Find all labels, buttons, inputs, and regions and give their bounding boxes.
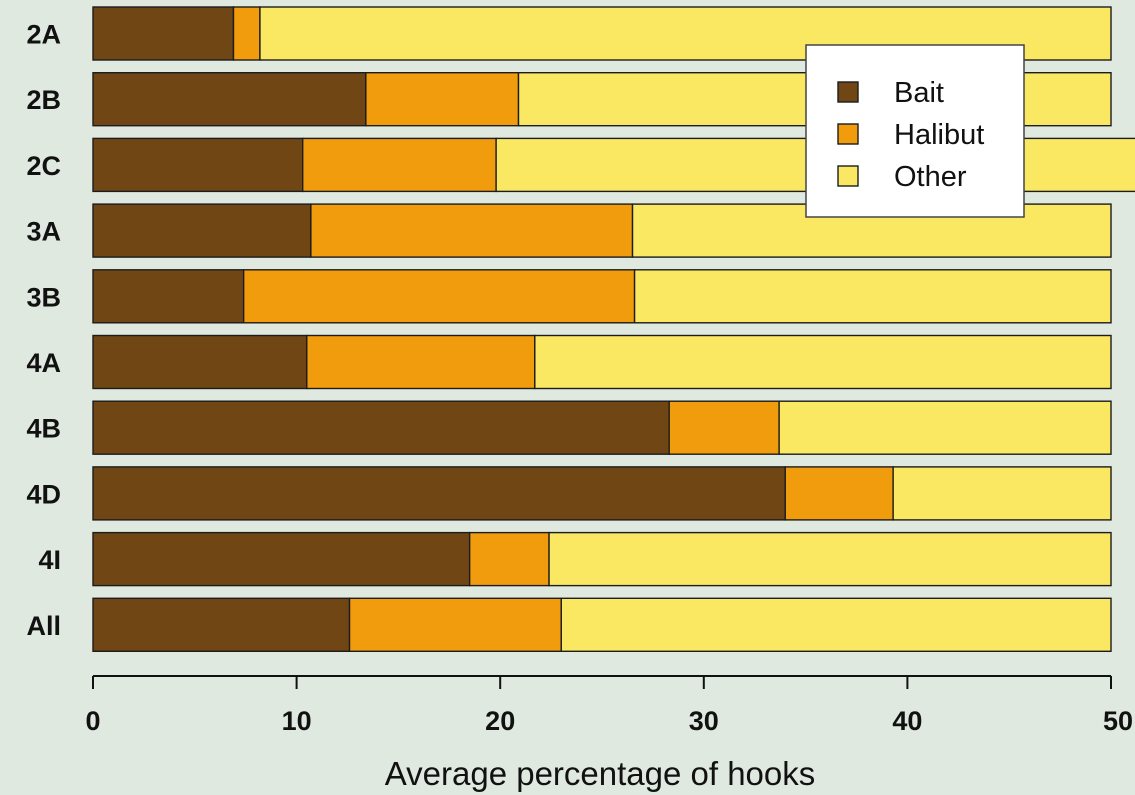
x-tick-label: 0 xyxy=(85,706,100,736)
legend-label-other: Other xyxy=(894,161,967,193)
x-tick-label: 10 xyxy=(282,706,312,736)
bar-4d-other xyxy=(892,466,1112,521)
bar-2b-bait xyxy=(92,71,367,127)
x-tick-label: 50 xyxy=(1103,706,1133,736)
bar-2c-halibut xyxy=(302,137,497,193)
bar-2a-bait xyxy=(92,6,235,61)
category-labels: 2A 2B 2C 3A 3B 4A 4B 4D 4I All xyxy=(26,20,61,641)
category-label: 3A xyxy=(26,217,61,247)
category-label: 3B xyxy=(26,282,61,312)
category-label: All xyxy=(26,611,61,641)
bar-4b-bait xyxy=(92,400,670,455)
bar-2c-bait xyxy=(92,137,304,193)
bar-all-bait xyxy=(92,597,351,652)
legend-swatch-other xyxy=(837,165,859,187)
bar-3b-halibut xyxy=(242,269,636,324)
legend-swatch-bait xyxy=(837,81,859,103)
bar-3a-halibut xyxy=(310,203,634,258)
bar-2a-halibut xyxy=(232,6,261,61)
bar-4a-bait xyxy=(92,334,308,390)
bar-4b-other xyxy=(778,400,1112,455)
category-label: 4I xyxy=(38,545,61,575)
x-tick-label: 30 xyxy=(689,706,719,736)
x-axis: 0 10 20 30 40 50 xyxy=(85,675,1133,736)
bar-4d-bait xyxy=(92,466,786,521)
legend-swatch-halibut xyxy=(837,123,859,145)
bar-3a-bait xyxy=(92,203,312,258)
category-label: 2B xyxy=(26,85,61,115)
legend: Bait Halibut Other xyxy=(805,44,1025,218)
bar-all-halibut xyxy=(348,597,562,652)
x-tick-label: 40 xyxy=(892,706,922,736)
bar-4d-halibut xyxy=(784,466,894,521)
bar-4b-halibut xyxy=(668,400,780,455)
legend-label-halibut: Halibut xyxy=(894,119,984,151)
x-axis-title: Average percentage of hooks xyxy=(385,755,816,792)
bar-all-other xyxy=(560,597,1112,652)
bar-4i-bait xyxy=(92,531,471,587)
category-label: 2A xyxy=(26,20,61,50)
bar-2b-halibut xyxy=(365,71,520,127)
bar-4a-other xyxy=(534,334,1112,390)
bar-4a-halibut xyxy=(306,334,536,390)
category-label: 4B xyxy=(26,414,61,444)
category-label: 4A xyxy=(26,348,61,378)
bar-4i-other xyxy=(548,531,1112,587)
category-label: 2C xyxy=(26,151,61,181)
legend-label-bait: Bait xyxy=(894,77,944,109)
x-tick-label: 20 xyxy=(485,706,515,736)
bar-3b-bait xyxy=(92,269,245,324)
category-label: 4D xyxy=(26,479,61,509)
bar-4i-halibut xyxy=(468,531,550,587)
bar-3b-other xyxy=(633,269,1112,324)
